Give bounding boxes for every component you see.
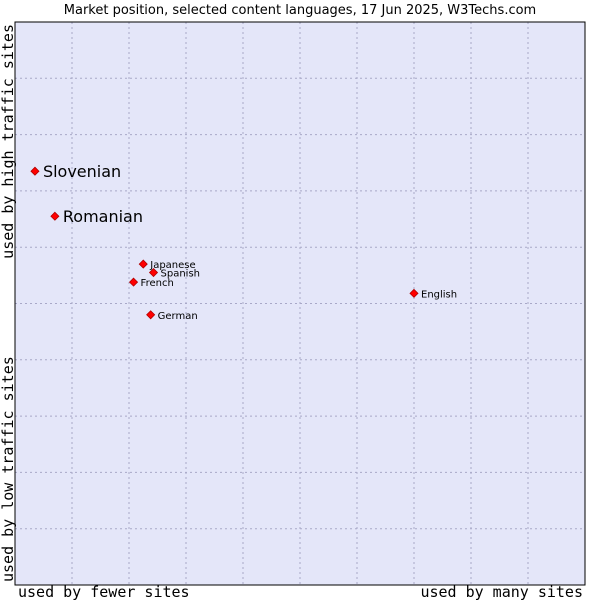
data-point-german: German bbox=[146, 310, 198, 322]
point-label-romanian: Romanian bbox=[63, 207, 143, 226]
x-axis-label-fewer: used by fewer sites bbox=[18, 583, 190, 600]
point-marker-romanian bbox=[50, 211, 60, 221]
point-marker-japanese bbox=[138, 259, 148, 269]
data-point-english: English bbox=[409, 288, 457, 300]
point-label-french: French bbox=[141, 278, 174, 289]
point-label-german: German bbox=[158, 311, 198, 322]
plot-border bbox=[14, 21, 586, 586]
point-marker-slovenian bbox=[30, 166, 40, 176]
data-point-french: French bbox=[128, 277, 174, 289]
point-label-english: English bbox=[421, 289, 457, 300]
point-marker-english bbox=[409, 288, 419, 298]
point-label-spanish: Spanish bbox=[161, 269, 201, 280]
y-axis-label-high: used by high traffic sites bbox=[0, 24, 17, 259]
point-label-slovenian: Slovenian bbox=[43, 162, 121, 181]
point-marker-french bbox=[128, 277, 139, 287]
data-point-slovenian: Slovenian bbox=[30, 162, 121, 181]
data-point-spanish: Spanish bbox=[148, 267, 201, 280]
y-axis-label-low: used by low traffic sites bbox=[0, 356, 17, 582]
data-point-romanian: Romanian bbox=[50, 207, 143, 226]
data-point-japanese: Japanese bbox=[138, 259, 196, 271]
point-marker-spanish bbox=[148, 267, 159, 278]
point-label-japanese: Japanese bbox=[149, 260, 195, 271]
chart-title: Market position, selected content langua… bbox=[64, 3, 536, 18]
grid-lines bbox=[15, 22, 585, 585]
x-axis-label-many: used by many sites bbox=[420, 583, 583, 600]
point-marker-german bbox=[146, 310, 156, 320]
